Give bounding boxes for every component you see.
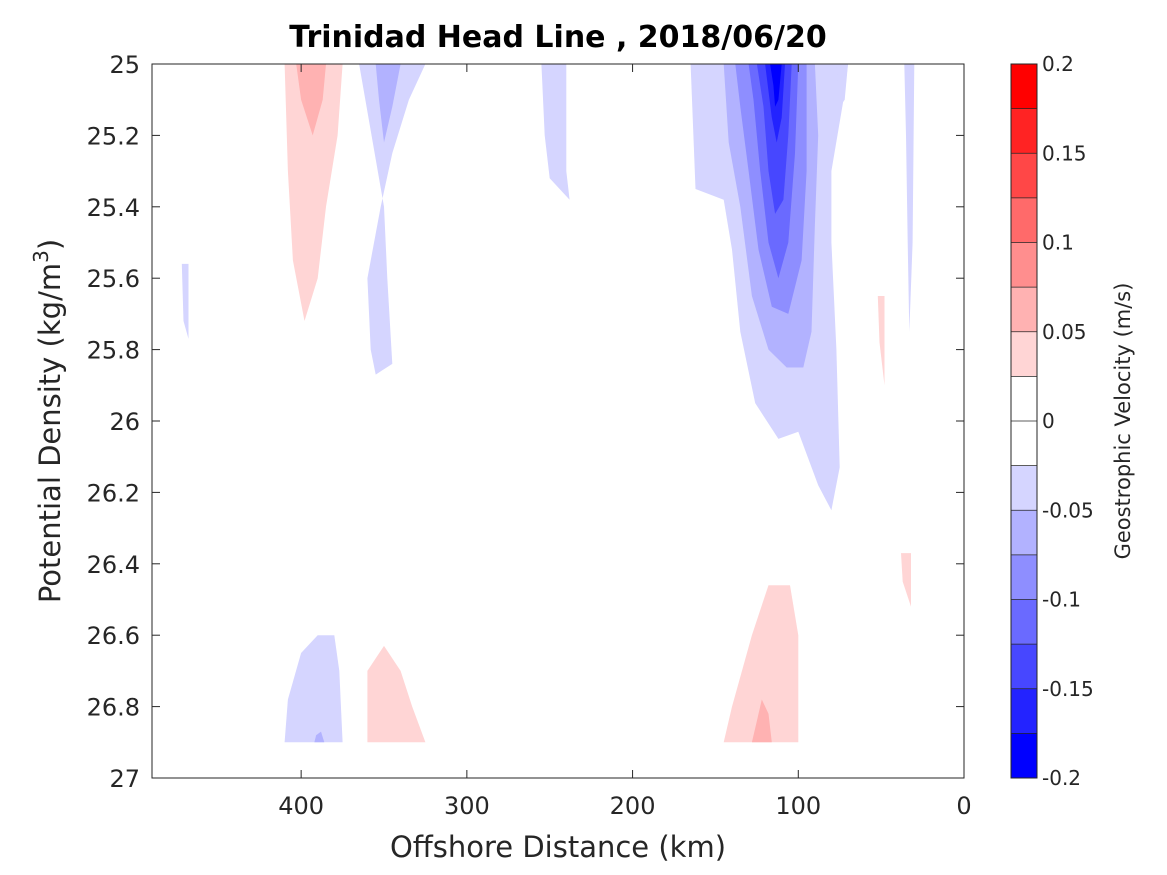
contour-region-12 bbox=[181, 263, 189, 339]
colorbar-tick-label: -0.15 bbox=[1042, 677, 1094, 701]
x-tick-label: 0 bbox=[956, 792, 971, 820]
colorbar-tick-label: 0.15 bbox=[1042, 141, 1087, 165]
y-tick-label: 25 bbox=[109, 51, 140, 79]
y-axis-label-superscript: 3 bbox=[29, 250, 53, 263]
y-tick-label: 26.6 bbox=[87, 622, 140, 650]
contour-region-4 bbox=[756, 64, 792, 214]
y-tick-label: 25.4 bbox=[87, 194, 140, 222]
y-tick-label: 25.2 bbox=[87, 122, 140, 150]
x-tick-label: 400 bbox=[278, 792, 324, 820]
x-axis-label: Offshore Distance (km) bbox=[390, 830, 726, 864]
contour-region-6 bbox=[770, 64, 782, 107]
contour-region-14 bbox=[296, 64, 326, 136]
colorbar-swatch bbox=[1011, 599, 1037, 645]
contour-region-20 bbox=[284, 635, 343, 743]
plot-frame bbox=[151, 63, 965, 779]
colorbar-swatch bbox=[1011, 510, 1037, 556]
x-tick-label: 300 bbox=[444, 792, 490, 820]
colorbar-swatch bbox=[1011, 64, 1037, 110]
colorbar-swatch bbox=[1011, 153, 1037, 199]
y-axis-label-main: Potential Density (kg/m bbox=[33, 263, 67, 603]
colorbar-swatch bbox=[1011, 331, 1037, 377]
contour-region-19 bbox=[901, 553, 911, 607]
y-tick-label: 25.6 bbox=[87, 265, 140, 293]
colorbar-tick-label: 0.1 bbox=[1042, 231, 1074, 255]
contour-region-16 bbox=[723, 585, 799, 743]
colorbar-tick-label: -0.05 bbox=[1042, 498, 1094, 522]
colorbar-tick-label: 0.05 bbox=[1042, 320, 1087, 344]
y-axis-label: Potential Density (kg/m3) bbox=[29, 239, 67, 603]
y-tick-label: 25.8 bbox=[87, 337, 140, 365]
colorbar-swatch bbox=[1011, 688, 1037, 734]
contour-region-17 bbox=[751, 699, 772, 743]
y-tick-label: 27 bbox=[109, 765, 140, 793]
x-tick-label: 100 bbox=[775, 792, 821, 820]
y-tick-labels: 25 25.2 25.4 25.6 25.8 26 26.2 26.4 26.6 26.8 27 bbox=[87, 51, 140, 793]
chart-title: Trinidad Head Line , 2018/06/20 bbox=[289, 20, 826, 55]
contour-region-13 bbox=[284, 64, 343, 321]
colorbar-tick-labels: 0.2 0.15 0.1 0.05 0 -0.05 -0.1 -0.15 -0.2 bbox=[1042, 52, 1094, 790]
x-tick-labels: 400 300 200 100 0 bbox=[278, 792, 971, 820]
contour-region-18 bbox=[877, 296, 885, 386]
x-tick-label: 200 bbox=[610, 792, 656, 820]
y-tick-label: 26.8 bbox=[87, 694, 140, 722]
colorbar-swatch bbox=[1011, 554, 1037, 600]
colorbar-swatch bbox=[1011, 465, 1037, 511]
colorbar-tick-label: -0.1 bbox=[1042, 588, 1081, 612]
contour-region-15 bbox=[367, 645, 426, 743]
y-tick-label: 26.2 bbox=[87, 479, 140, 507]
y-tick-label: 26 bbox=[109, 408, 140, 436]
colorbar-label: Geostrophic Velocity (m/s) bbox=[1111, 283, 1135, 560]
contour-region-21 bbox=[314, 731, 325, 743]
colorbar-swatch bbox=[1011, 421, 1037, 467]
colorbar-frame bbox=[1010, 63, 1038, 779]
y-axis-label-suffix: ) bbox=[33, 239, 67, 250]
colorbar-swatch bbox=[1011, 108, 1037, 154]
colorbar-tick-label: 0.2 bbox=[1042, 52, 1074, 76]
contour-region-7 bbox=[359, 64, 426, 375]
colorbar-swatch bbox=[1011, 376, 1037, 422]
colorbar-tick-label: -0.2 bbox=[1042, 766, 1081, 790]
colorbar-tick-label: 0 bbox=[1042, 409, 1055, 433]
colorbar-swatch bbox=[1011, 242, 1037, 288]
contour-region-11 bbox=[904, 64, 915, 332]
contour-region-9 bbox=[541, 64, 570, 200]
colorbar-swatch bbox=[1011, 197, 1037, 243]
contour-fills bbox=[181, 64, 915, 743]
colorbar-swatch bbox=[1011, 287, 1037, 333]
contour-region-8 bbox=[375, 64, 401, 143]
contour-region-10 bbox=[836, 64, 848, 107]
colorbar bbox=[1010, 63, 1038, 779]
colorbar-swatch bbox=[1011, 733, 1037, 779]
colorbar-swatch bbox=[1011, 644, 1037, 690]
y-tick-label: 26.4 bbox=[87, 551, 140, 579]
